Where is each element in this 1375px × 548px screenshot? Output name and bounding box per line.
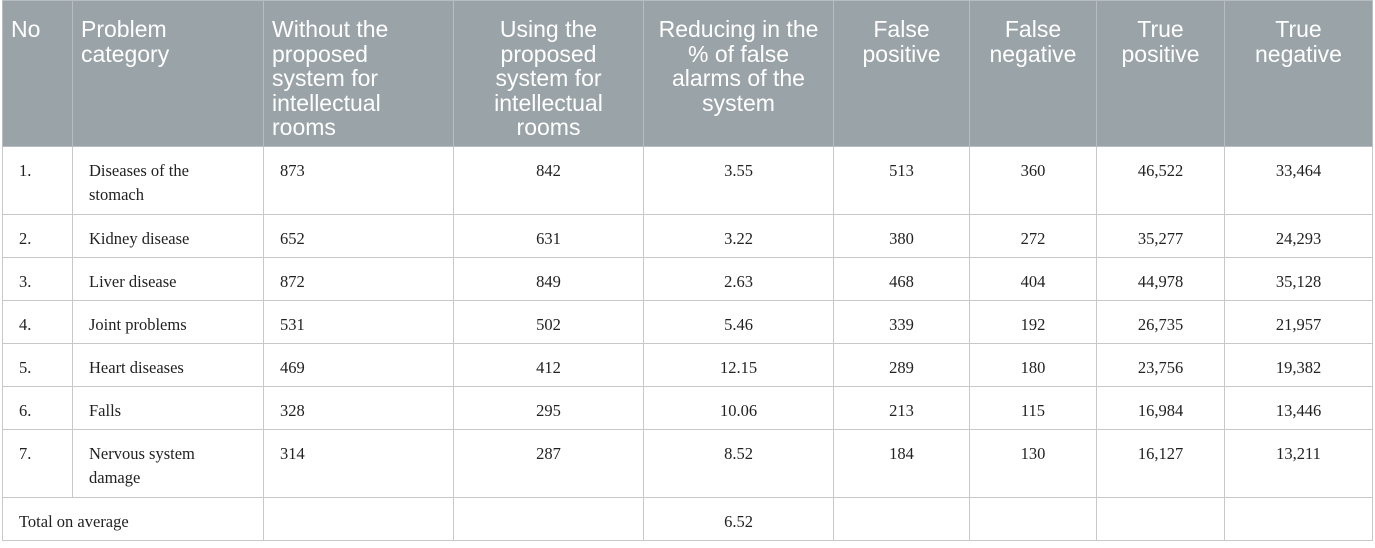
cell-true-positive: 16,984 — [1096, 385, 1225, 430]
empty-cell — [969, 496, 1097, 541]
table-row: 6. Falls 328 295 10.06 213 115 16,984 13… — [2, 385, 1373, 430]
cell-false-negative: 360 — [969, 145, 1097, 215]
header-no: No — [2, 0, 73, 147]
header-false-positive: False positive — [833, 0, 970, 147]
header-false-negative: False negative — [969, 0, 1097, 147]
cell-no: 6. — [2, 385, 73, 430]
empty-cell — [453, 496, 644, 541]
cell-no: 5. — [2, 342, 73, 387]
total-reducing: 6.52 — [643, 496, 834, 541]
cell-reducing: 8.52 — [643, 428, 834, 498]
cell-true-negative: 21,957 — [1224, 299, 1373, 344]
empty-cell — [263, 496, 454, 541]
cell-reducing: 5.46 — [643, 299, 834, 344]
table-row: 1. Diseases of the stomach 873 842 3.55 … — [2, 145, 1373, 215]
cell-category: Kidney disease — [72, 213, 264, 258]
cell-without: 328 — [263, 385, 454, 430]
header-without-system: Without the proposed system for intellec… — [263, 0, 454, 147]
table-row: 7. Nervous system damage 314 287 8.52 18… — [2, 428, 1373, 498]
header-reducing-false-alarms: Reducing in the % of false alarms of the… — [643, 0, 834, 147]
cell-without: 314 — [263, 428, 454, 498]
cell-category: Nervous system damage — [72, 428, 264, 498]
cell-category: Diseases of the stomach — [72, 145, 264, 215]
header-problem-category: Problem category — [72, 0, 264, 147]
cell-false-positive: 513 — [833, 145, 970, 215]
cell-true-negative: 13,446 — [1224, 385, 1373, 430]
header-true-positive: True positive — [1096, 0, 1225, 147]
cell-using: 849 — [453, 256, 644, 301]
cell-true-negative: 35,128 — [1224, 256, 1373, 301]
cell-true-positive: 26,735 — [1096, 299, 1225, 344]
total-row: Total on average 6.52 — [2, 496, 1373, 541]
cell-reducing: 3.55 — [643, 145, 834, 215]
cell-no: 3. — [2, 256, 73, 301]
cell-using: 287 — [453, 428, 644, 498]
cell-without: 469 — [263, 342, 454, 387]
cell-without: 872 — [263, 256, 454, 301]
cell-reducing: 3.22 — [643, 213, 834, 258]
cell-true-positive: 46,522 — [1096, 145, 1225, 215]
table-row: 5. Heart diseases 469 412 12.15 289 180 … — [2, 342, 1373, 387]
cell-true-negative: 19,382 — [1224, 342, 1373, 387]
header-using-system: Using the proposed system for intellectu… — [453, 0, 644, 147]
cell-true-positive: 16,127 — [1096, 428, 1225, 498]
cell-without: 531 — [263, 299, 454, 344]
cell-no: 2. — [2, 213, 73, 258]
table-row: 2. Kidney disease 652 631 3.22 380 272 3… — [2, 213, 1373, 258]
cell-without: 873 — [263, 145, 454, 215]
cell-true-negative: 33,464 — [1224, 145, 1373, 215]
cell-false-negative: 130 — [969, 428, 1097, 498]
cell-false-negative: 192 — [969, 299, 1097, 344]
cell-false-positive: 289 — [833, 342, 970, 387]
cell-category: Heart diseases — [72, 342, 264, 387]
cell-true-negative: 13,211 — [1224, 428, 1373, 498]
cell-category: Liver disease — [72, 256, 264, 301]
cell-true-negative: 24,293 — [1224, 213, 1373, 258]
cell-false-positive: 339 — [833, 299, 970, 344]
cell-false-positive: 184 — [833, 428, 970, 498]
cell-reducing: 12.15 — [643, 342, 834, 387]
empty-cell — [1096, 496, 1225, 541]
cell-false-positive: 468 — [833, 256, 970, 301]
cell-false-positive: 213 — [833, 385, 970, 430]
header-row: No Problem category Without the proposed… — [2, 0, 1373, 147]
cell-false-positive: 380 — [833, 213, 970, 258]
cell-using: 631 — [453, 213, 644, 258]
cell-reducing: 2.63 — [643, 256, 834, 301]
cell-true-positive: 44,978 — [1096, 256, 1225, 301]
cell-no: 1. — [2, 145, 73, 215]
cell-false-negative: 115 — [969, 385, 1097, 430]
cell-using: 295 — [453, 385, 644, 430]
cell-true-positive: 23,756 — [1096, 342, 1225, 387]
total-label: Total on average — [2, 496, 264, 541]
cell-using: 412 — [453, 342, 644, 387]
empty-cell — [1224, 496, 1373, 541]
cell-no: 4. — [2, 299, 73, 344]
empty-cell — [833, 496, 970, 541]
cell-false-negative: 272 — [969, 213, 1097, 258]
cell-using: 842 — [453, 145, 644, 215]
cell-no: 7. — [2, 428, 73, 498]
cell-true-positive: 35,277 — [1096, 213, 1225, 258]
cell-false-negative: 180 — [969, 342, 1097, 387]
cell-false-negative: 404 — [969, 256, 1097, 301]
cell-reducing: 10.06 — [643, 385, 834, 430]
cell-without: 652 — [263, 213, 454, 258]
cell-category: Falls — [72, 385, 264, 430]
cell-using: 502 — [453, 299, 644, 344]
table-row: 3. Liver disease 872 849 2.63 468 404 44… — [2, 256, 1373, 301]
cell-category: Joint problems — [72, 299, 264, 344]
table-row: 4. Joint problems 531 502 5.46 339 192 2… — [2, 299, 1373, 344]
header-true-negative: True negative — [1224, 0, 1373, 147]
